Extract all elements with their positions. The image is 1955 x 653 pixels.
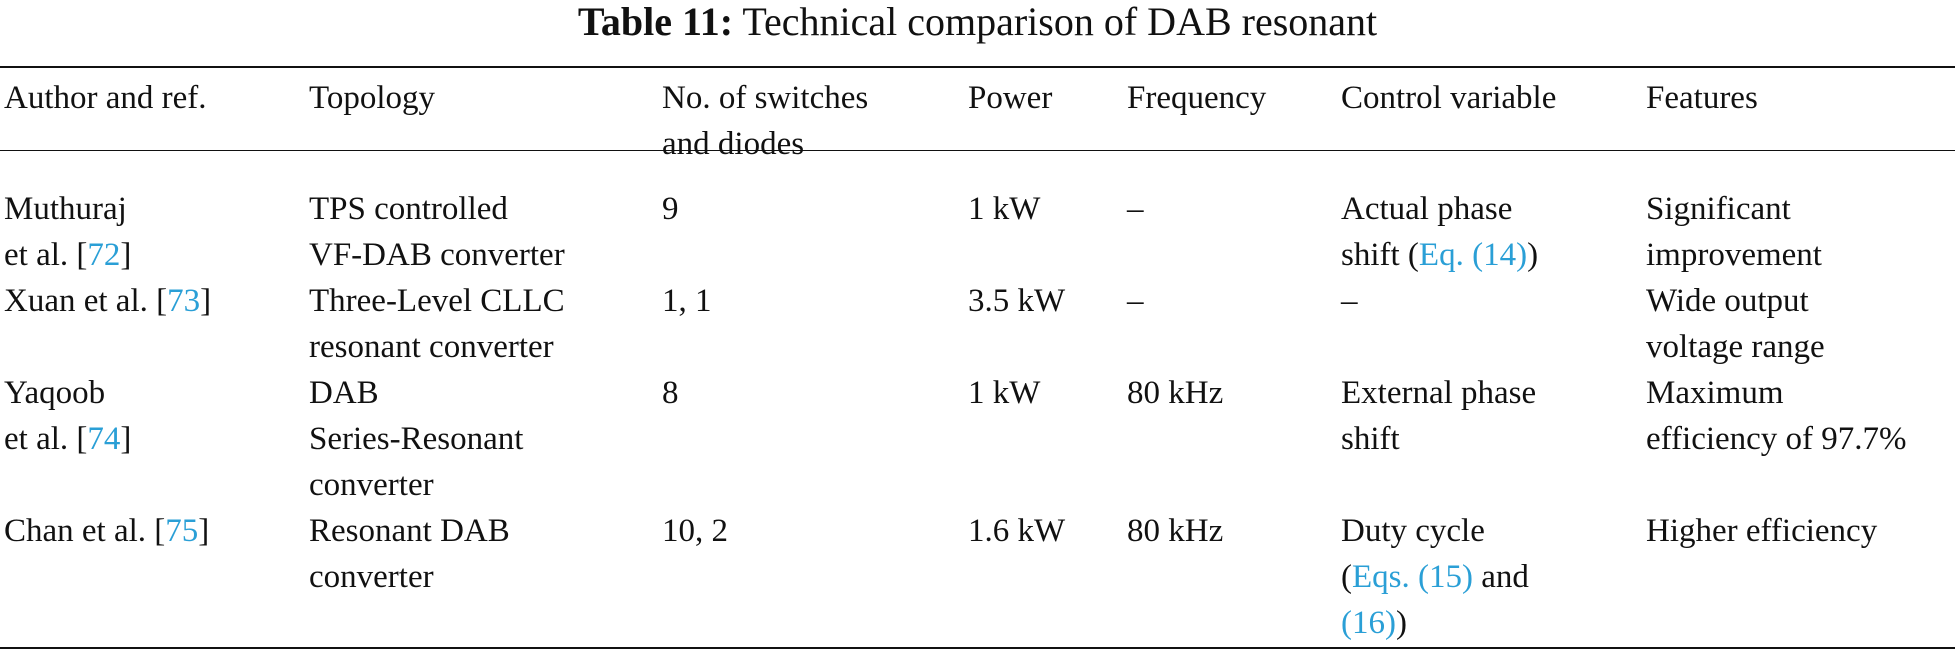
citation-link[interactable]: 73 <box>167 283 201 319</box>
row1-switches: 9 <box>662 191 679 227</box>
row2-control: – <box>1341 283 1358 319</box>
row4-power: 1.6 kW <box>968 513 1066 549</box>
row3-features: Maximum efficiency of 97.7% <box>1646 375 1907 457</box>
row3-topology: DAB Series-Resonant converter <box>309 375 524 503</box>
citation-link[interactable]: 75 <box>165 513 199 549</box>
row3-power: 1 kW <box>968 375 1041 411</box>
header-control: Control variable <box>1341 80 1557 116</box>
header-frequency: Frequency <box>1127 80 1267 116</box>
row3-author: Yaqoob et al. [74] <box>4 375 132 457</box>
row2-frequency: – <box>1127 283 1144 319</box>
header-power: Power <box>968 80 1053 116</box>
top-rule <box>0 66 1955 68</box>
row1-features: Significant improvement <box>1646 191 1822 273</box>
header-author: Author and ref. <box>4 80 207 116</box>
row1-power: 1 kW <box>968 191 1041 227</box>
row1-topology: TPS controlled VF-DAB converter <box>309 191 565 273</box>
equation-link[interactable]: Eqs. (15) <box>1352 559 1473 595</box>
table-label: Table 11: <box>577 0 734 44</box>
row4-frequency: 80 kHz <box>1127 513 1224 549</box>
citation-link[interactable]: 72 <box>87 237 121 273</box>
row4-switches: 10, 2 <box>662 513 728 549</box>
row2-author: Xuan et al. [73] <box>4 283 212 319</box>
header-rule <box>0 150 1955 151</box>
row2-topology: Three-Level CLLC resonant converter <box>309 283 565 365</box>
citation-link[interactable]: 74 <box>87 421 121 457</box>
row3-switches: 8 <box>662 375 679 411</box>
row3-frequency: 80 kHz <box>1127 375 1224 411</box>
header-features: Features <box>1646 80 1758 116</box>
row1-control: Actual phase shift (Eq. (14)) <box>1341 191 1539 273</box>
equation-link[interactable]: Eq. (14) <box>1418 237 1528 273</box>
row4-features: Higher efficiency <box>1646 513 1878 549</box>
table-title: Technical comparison of DAB resonant <box>742 0 1378 44</box>
row3-control: External phase shift <box>1341 375 1537 457</box>
row2-power: 3.5 kW <box>968 283 1066 319</box>
row2-switches: 1, 1 <box>662 283 712 319</box>
header-topology: Topology <box>309 80 436 116</box>
row4-control: Duty cycle (Eqs. (15) and (16)) <box>1341 513 1529 641</box>
equation-link[interactable]: (16) <box>1341 605 1396 641</box>
row1-author: Muthuraj et al. [72] <box>4 191 132 273</box>
header-switches: No. of switches and diodes <box>662 80 869 162</box>
row4-author: Chan et al. [75] <box>4 513 210 549</box>
table-caption: Table 11: Technical comparison of DAB re… <box>0 0 1955 44</box>
row1-frequency: – <box>1127 191 1144 227</box>
row4-topology: Resonant DAB converter <box>309 513 510 595</box>
row2-features: Wide output voltage range <box>1646 283 1825 365</box>
bottom-rule <box>0 647 1955 649</box>
